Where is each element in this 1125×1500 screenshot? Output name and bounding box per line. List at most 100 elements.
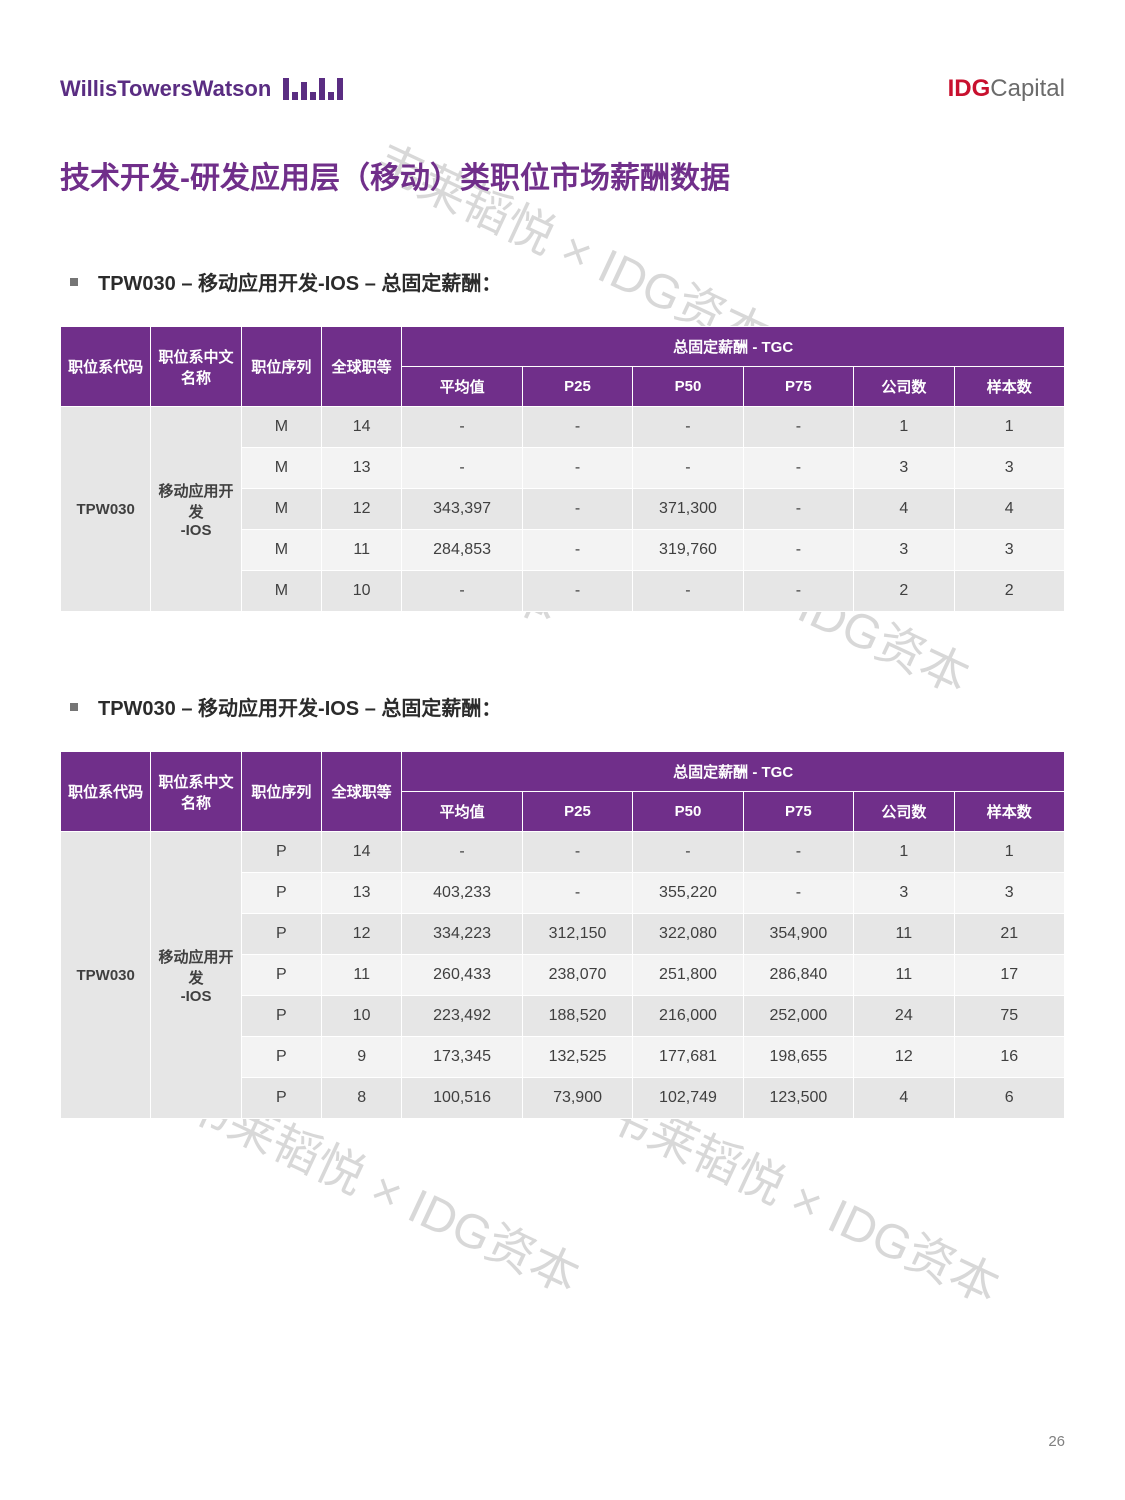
wtw-logo: WillisTowersWatson	[60, 76, 343, 102]
cell-avg: -	[402, 571, 522, 612]
cell-level: 8	[322, 1078, 402, 1119]
cell-p25: -	[522, 489, 632, 530]
cell-level: 12	[322, 914, 402, 955]
cell-p50: -	[633, 407, 743, 448]
col-header: P75	[743, 367, 853, 407]
col-header: 平均值	[402, 367, 522, 407]
cell-p75: 198,655	[743, 1037, 853, 1078]
cell-seq: M	[241, 571, 321, 612]
cell-companies: 11	[854, 914, 954, 955]
cell-name: 移动应用开发-IOS	[151, 407, 241, 612]
cell-seq: P	[241, 914, 321, 955]
cell-avg: 100,516	[402, 1078, 522, 1119]
cell-avg: 260,433	[402, 955, 522, 996]
cell-level: 13	[322, 448, 402, 489]
cell-p50: 216,000	[633, 996, 743, 1037]
col-header: 职位系代码	[61, 327, 151, 407]
cell-p25: -	[522, 832, 632, 873]
cell-p75: -	[743, 571, 853, 612]
col-header: 职位序列	[241, 327, 321, 407]
col-header: 全球职等	[322, 327, 402, 407]
cell-p25: 132,525	[522, 1037, 632, 1078]
page-title: 技术开发-研发应用层（移动）类职位市场薪酬数据	[60, 153, 1065, 197]
cell-code: TPW030	[61, 407, 151, 612]
cell-seq: P	[241, 1037, 321, 1078]
cell-samples: 3	[954, 873, 1064, 914]
cell-seq: M	[241, 489, 321, 530]
cell-avg: -	[402, 448, 522, 489]
table-row: TPW030移动应用开发-IOSP14----11	[61, 832, 1065, 873]
section-heading: TPW030 – 移动应用开发-IOS – 总固定薪酬：	[60, 267, 1065, 296]
idg-logo-light: Capital	[990, 75, 1065, 102]
cell-avg: 284,853	[402, 530, 522, 571]
cell-p75: 354,900	[743, 914, 853, 955]
col-header: 全球职等	[322, 752, 402, 832]
col-header: P50	[633, 792, 743, 832]
cell-companies: 3	[854, 448, 954, 489]
cell-p25: -	[522, 448, 632, 489]
section-heading: TPW030 – 移动应用开发-IOS – 总固定薪酬：	[60, 692, 1065, 721]
cell-samples: 75	[954, 996, 1064, 1037]
cell-seq: M	[241, 448, 321, 489]
col-header: 职位系中文名称	[151, 752, 241, 832]
col-header: 平均值	[402, 792, 522, 832]
col-header: 职位序列	[241, 752, 321, 832]
cell-p50: 371,300	[633, 489, 743, 530]
cell-avg: 403,233	[402, 873, 522, 914]
col-header: P25	[522, 792, 632, 832]
cell-level: 12	[322, 489, 402, 530]
idg-logo: IDGCapital	[948, 75, 1065, 103]
cell-companies: 3	[854, 873, 954, 914]
cell-p75: -	[743, 873, 853, 914]
cell-p50: -	[633, 448, 743, 489]
col-header: P25	[522, 367, 632, 407]
page-number: 26	[1048, 1433, 1065, 1450]
bullet-icon	[70, 703, 78, 711]
cell-companies: 11	[854, 955, 954, 996]
col-header-group: 总固定薪酬 - TGC	[402, 752, 1065, 792]
cell-p75: 252,000	[743, 996, 853, 1037]
col-header: 样本数	[954, 792, 1064, 832]
cell-level: 14	[322, 407, 402, 448]
cell-samples: 1	[954, 407, 1064, 448]
cell-p75: 286,840	[743, 955, 853, 996]
cell-samples: 17	[954, 955, 1064, 996]
cell-seq: P	[241, 832, 321, 873]
section-label: TPW030 – 移动应用开发-IOS – 总固定薪酬：	[98, 267, 501, 296]
cell-samples: 21	[954, 914, 1064, 955]
col-header: 职位系代码	[61, 752, 151, 832]
cell-avg: -	[402, 407, 522, 448]
section-label: TPW030 – 移动应用开发-IOS – 总固定薪酬：	[98, 692, 501, 721]
compensation-table: 职位系代码职位系中文名称职位序列全球职等总固定薪酬 - TGC平均值P25P50…	[60, 751, 1065, 1119]
cell-p25: -	[522, 873, 632, 914]
cell-avg: 343,397	[402, 489, 522, 530]
cell-avg: 334,223	[402, 914, 522, 955]
cell-p75: -	[743, 407, 853, 448]
cell-level: 14	[322, 832, 402, 873]
cell-p75: -	[743, 832, 853, 873]
cell-companies: 24	[854, 996, 954, 1037]
cell-level: 11	[322, 955, 402, 996]
col-header: P75	[743, 792, 853, 832]
cell-companies: 12	[854, 1037, 954, 1078]
wtw-logo-text: WillisTowersWatson	[60, 76, 271, 102]
cell-p50: 251,800	[633, 955, 743, 996]
cell-code: TPW030	[61, 832, 151, 1119]
cell-companies: 4	[854, 1078, 954, 1119]
cell-p75: -	[743, 489, 853, 530]
cell-companies: 4	[854, 489, 954, 530]
cell-p75: -	[743, 448, 853, 489]
cell-companies: 3	[854, 530, 954, 571]
cell-seq: P	[241, 955, 321, 996]
cell-samples: 16	[954, 1037, 1064, 1078]
cell-avg: -	[402, 832, 522, 873]
cell-seq: M	[241, 407, 321, 448]
cell-samples: 2	[954, 571, 1064, 612]
cell-seq: P	[241, 873, 321, 914]
cell-level: 9	[322, 1037, 402, 1078]
bullet-icon	[70, 278, 78, 286]
cell-p25: 188,520	[522, 996, 632, 1037]
cell-p50: 319,760	[633, 530, 743, 571]
cell-p50: 177,681	[633, 1037, 743, 1078]
cell-p50: -	[633, 571, 743, 612]
